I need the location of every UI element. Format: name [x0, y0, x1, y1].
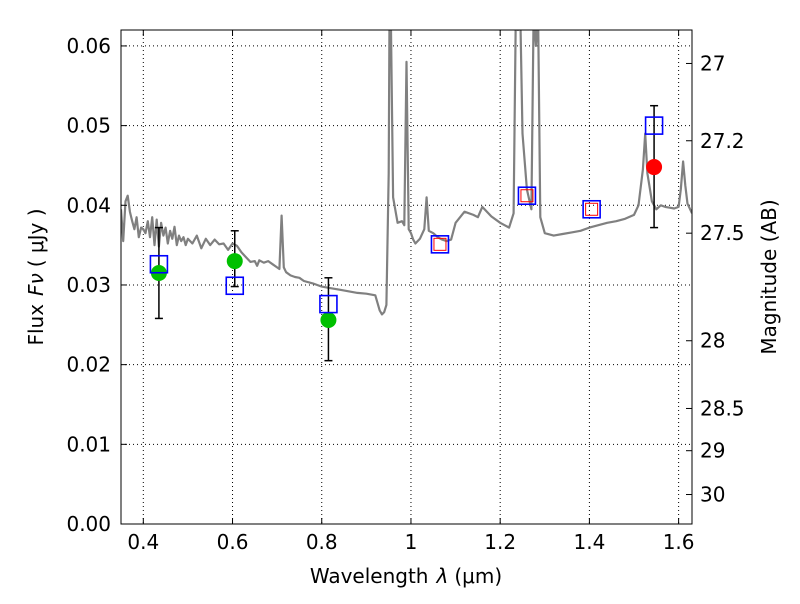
y2-tick-label: 29: [700, 439, 725, 463]
model-square: [582, 199, 601, 219]
x-tick-label: 1.2: [484, 530, 516, 554]
x-axis-title: Wavelength λ (μm): [310, 564, 502, 588]
axis-ticks: 0.4 0.6 0.8 1 1.2 1.4 1.6 0.00 0.01 0.02 0.03 0.04 0…: [66, 30, 745, 554]
x-tick-label: 0.4: [127, 530, 159, 554]
y2-tick-label: 27.5: [700, 221, 745, 245]
plot-frame: [120, 29, 693, 525]
model-spectrum: [121, 30, 692, 316]
y-tick-label: 0.06: [66, 34, 111, 58]
y-axis-title-right: Magnitude (AB): [757, 199, 781, 354]
model-square-inner: [585, 202, 599, 216]
flux-point: [646, 159, 663, 176]
x-tick-label: 0.8: [306, 530, 338, 554]
y-tick-label: 0.00: [66, 512, 111, 536]
y2-tick-label: 27.2: [700, 129, 745, 153]
flux-point: [226, 253, 243, 270]
y2-tick-label: 30: [700, 483, 725, 507]
data-markers: [149, 104, 664, 362]
x-tick-label: 1.6: [663, 530, 695, 554]
x-tick-label: 1: [405, 530, 418, 554]
x-tick-label: 1.4: [573, 530, 605, 554]
x-tick-label: 0.6: [217, 530, 249, 554]
model-square: [517, 186, 537, 206]
y-tick-label: 0.01: [66, 432, 111, 456]
model-square: [319, 294, 338, 314]
model-square: [149, 254, 169, 274]
flux-point: [320, 312, 337, 329]
model-square-inner: [520, 189, 534, 203]
y2-tick-label: 27: [700, 51, 725, 75]
model-square-inner: [433, 237, 447, 251]
y2-tick-label: 28: [700, 329, 725, 353]
model-square: [430, 235, 450, 254]
model-square: [644, 116, 664, 135]
y2-tick-label: 28.5: [700, 396, 745, 420]
y-tick-label: 0.04: [66, 193, 111, 217]
y-tick-label: 0.02: [66, 353, 111, 377]
model-square: [225, 276, 245, 296]
y-tick-label: 0.03: [66, 273, 111, 297]
y-tick-label: 0.05: [66, 114, 111, 138]
y-axis-title-left: FluxFν( μJy ): [24, 208, 48, 345]
spectrum-line: [121, 30, 692, 316]
